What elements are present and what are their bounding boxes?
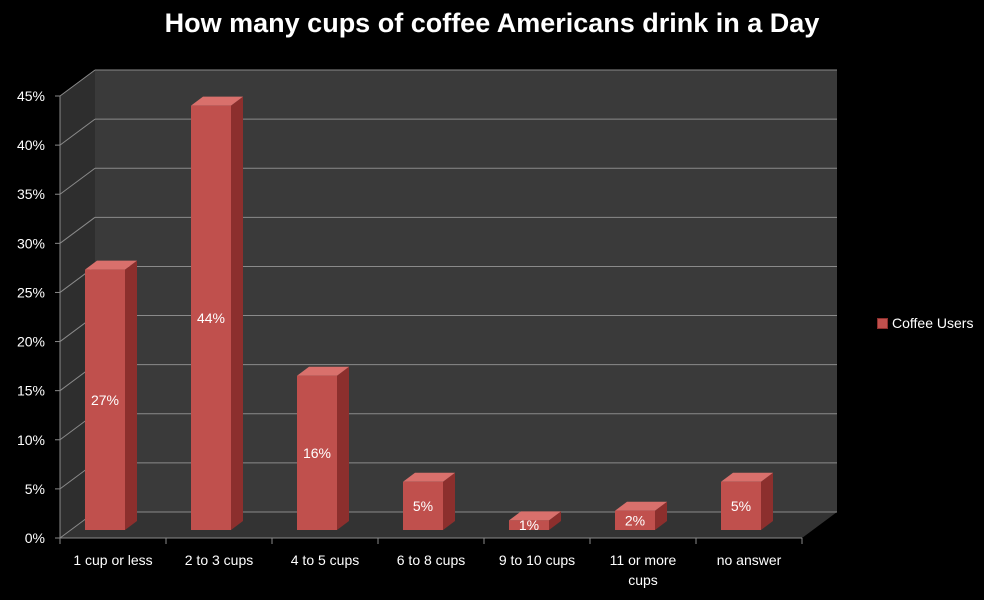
y-tick-label: 0% — [25, 530, 45, 546]
x-tick-label: 1 cup or less — [73, 552, 152, 568]
data-label: 5% — [413, 498, 433, 514]
bar-side — [337, 366, 349, 530]
bar — [85, 269, 125, 530]
bar — [721, 481, 761, 530]
data-label: 1% — [519, 517, 539, 533]
y-tick-label: 15% — [17, 383, 45, 399]
y-tick-label: 10% — [17, 432, 45, 448]
bar-side — [125, 260, 137, 530]
gridline-side — [59, 69, 96, 97]
gridline-side — [59, 216, 96, 244]
y-tick-label: 20% — [17, 334, 45, 350]
data-label: 5% — [731, 498, 751, 514]
y-tick-label: 40% — [17, 137, 45, 153]
bar-top — [297, 366, 349, 376]
bar-side — [761, 472, 773, 530]
bar — [191, 105, 231, 531]
bar — [297, 375, 337, 530]
bar-top — [615, 501, 667, 511]
x-tick-label: 2 to 3 cups — [185, 552, 254, 568]
bar-top — [403, 472, 455, 482]
legend-swatch — [877, 317, 888, 329]
bar — [403, 481, 443, 530]
bar-side — [231, 96, 243, 531]
bar-side — [443, 472, 455, 530]
gridline-side — [59, 167, 96, 195]
back-wall — [95, 70, 837, 512]
legend: Coffee Users — [877, 315, 973, 331]
bar-side — [655, 501, 667, 530]
chart-title: How many cups of coffee Americans drink … — [164, 8, 820, 38]
x-tick-label: 4 to 5 cups — [291, 552, 360, 568]
bar-side — [549, 511, 561, 530]
data-label: 16% — [303, 445, 331, 461]
y-tick-label: 25% — [17, 284, 45, 300]
bar-top — [509, 511, 561, 521]
bar-top — [191, 96, 243, 106]
x-tick-label: cups — [628, 572, 658, 588]
y-tick-label: 30% — [17, 235, 45, 251]
data-label: 2% — [625, 512, 645, 528]
data-label: 27% — [91, 392, 119, 408]
data-label: 44% — [197, 310, 225, 326]
bar — [509, 520, 549, 530]
y-tick-label: 45% — [17, 88, 45, 104]
legend-label: Coffee Users — [892, 315, 974, 331]
bar-top — [721, 472, 773, 482]
y-tick-label: 5% — [25, 481, 45, 497]
y-tick-label: 35% — [17, 186, 45, 202]
x-tick-label: 11 or more — [610, 552, 677, 568]
x-tick-label: 6 to 8 cups — [397, 552, 466, 568]
x-tick-label: no answer — [717, 552, 782, 568]
x-tick-label: 9 to 10 cups — [499, 552, 575, 568]
bar — [615, 510, 655, 530]
bar-top — [85, 260, 137, 270]
gridline-side — [59, 118, 96, 146]
